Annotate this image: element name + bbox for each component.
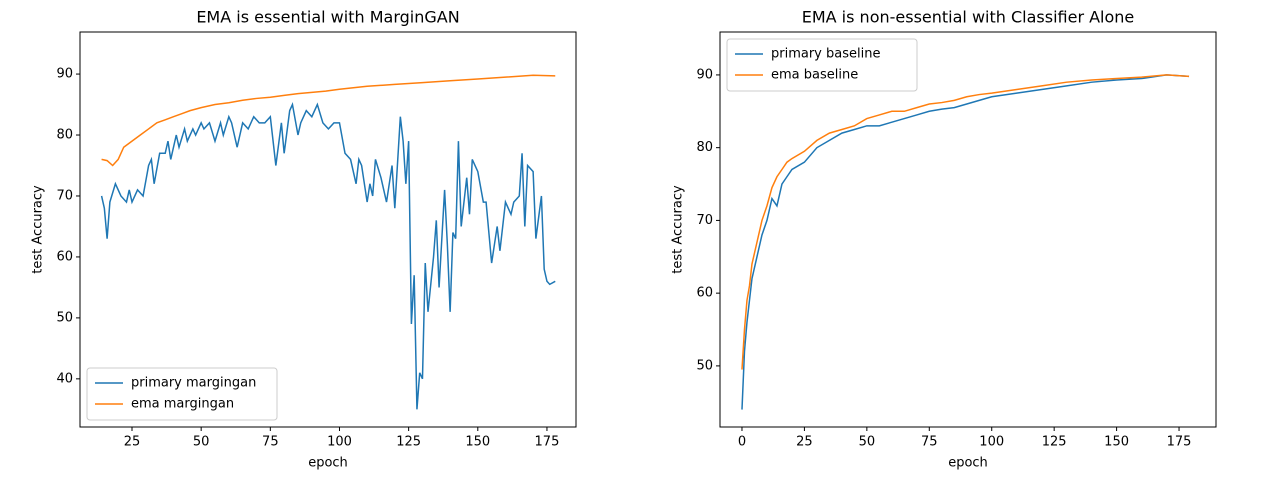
y-tick-label: 60 [696, 286, 713, 301]
legend-frame [726, 38, 918, 92]
data-line [741, 74, 1190, 370]
legend: primary margingan ema margingan [86, 367, 278, 421]
axes: EMA is non-essential with Classifier Alo… [671, 8, 1217, 471]
y-tick-label: 80 [696, 140, 713, 155]
x-tick-label: 175 [1167, 435, 1192, 450]
x-tick-label: 25 [124, 435, 141, 450]
x-axis-label: epoch [948, 456, 988, 471]
y-axis-label: test Accuracy [31, 185, 46, 274]
x-tick-label: 0 [738, 435, 746, 450]
legend-label: ema baseline [771, 68, 858, 83]
legend-label: primary margingan [131, 376, 256, 391]
y-tick-label: 40 [56, 371, 73, 386]
axes: EMA is essential with MarginGAN epoch test… [31, 8, 577, 471]
data-line [100, 102, 556, 410]
x-tick-label: 50 [859, 435, 876, 450]
x-axis-label: epoch [308, 456, 348, 471]
x-tick-label: 150 [1104, 435, 1129, 450]
x-tick-label: 25 [796, 435, 813, 450]
data-line [741, 74, 1190, 410]
legend-frame [86, 367, 278, 421]
axes-frame [719, 31, 1217, 428]
x-tick-label: 150 [465, 435, 490, 450]
axes-frame [79, 31, 577, 428]
y-tick-label: 70 [56, 188, 73, 203]
legend: primary baseline ema baseline [726, 38, 918, 92]
legend-label: ema margingan [131, 397, 234, 412]
y-tick-label: 60 [56, 249, 73, 264]
x-tick-label: 125 [1042, 435, 1067, 450]
y-tick-label: 80 [56, 128, 73, 143]
x-tick-label: 75 [262, 435, 279, 450]
x-tick-label: 50 [193, 435, 210, 450]
chart-title: EMA is non-essential with Classifier Alo… [802, 8, 1135, 27]
y-tick-label: 90 [696, 67, 713, 82]
y-tick-label: 90 [56, 67, 73, 82]
x-tick-label: 100 [327, 435, 352, 450]
y-tick-label: 70 [696, 213, 713, 228]
y-axis-label: test Accuracy [671, 185, 686, 274]
y-tick-label: 50 [56, 310, 73, 325]
data-line [101, 74, 556, 167]
x-tick-label: 125 [396, 435, 421, 450]
chart-title: EMA is essential with MarginGAN [196, 8, 459, 27]
x-tick-label: 75 [921, 435, 938, 450]
legend-label: primary baseline [771, 47, 880, 62]
x-tick-label: 100 [979, 435, 1004, 450]
y-tick-label: 50 [696, 358, 713, 373]
x-tick-label: 175 [535, 435, 560, 450]
